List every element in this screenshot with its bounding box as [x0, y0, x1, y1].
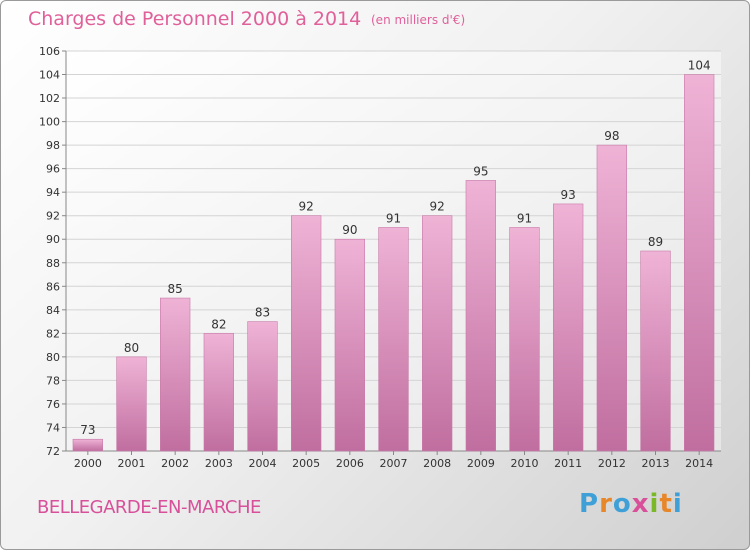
bar-2008	[422, 215, 453, 452]
y-tick-label: 100	[39, 116, 60, 129]
y-tick-label: 104	[39, 69, 60, 82]
data-label-2001: 80	[124, 341, 139, 355]
bar-2009	[465, 180, 496, 452]
data-label-2004: 83	[255, 306, 270, 320]
bar-2000	[72, 438, 103, 452]
data-label-2009: 95	[473, 164, 488, 178]
bar-2002	[160, 297, 191, 452]
y-tick-label: 98	[46, 139, 60, 152]
x-tick-label-2002: 2002	[161, 457, 189, 470]
x-tick-label-2003: 2003	[205, 457, 233, 470]
logo-letter: i	[672, 489, 683, 519]
y-tick-label: 72	[46, 445, 60, 458]
bar-2013	[640, 250, 671, 452]
x-tick-label-2004: 2004	[249, 457, 277, 470]
data-label-2008: 92	[430, 200, 445, 214]
y-tick-label: 76	[46, 398, 60, 411]
y-tick-label: 80	[46, 351, 60, 364]
x-tick-label-2008: 2008	[423, 457, 451, 470]
x-tick-label-2012: 2012	[598, 457, 626, 470]
bar-2012	[596, 144, 627, 452]
logo-letter: t	[659, 489, 673, 519]
bar-2010	[509, 227, 540, 452]
data-label-2011: 93	[561, 188, 576, 202]
y-tick-label: 78	[46, 374, 60, 387]
x-tick-label-2013: 2013	[642, 457, 670, 470]
data-label-2007: 91	[386, 211, 401, 225]
y-tick-label: 106	[39, 45, 60, 58]
commune-name: BELLEGARDE-EN-MARCHE	[37, 497, 261, 518]
data-label-2014: 104	[688, 59, 711, 73]
data-label-2010: 91	[517, 211, 532, 225]
y-tick-label: 102	[39, 92, 60, 105]
x-tick-label-2007: 2007	[380, 457, 408, 470]
bar-2005	[291, 215, 322, 452]
logo-letter: o	[612, 489, 632, 519]
bar-2003	[203, 333, 234, 452]
y-tick-label: 86	[46, 280, 60, 293]
y-tick-label: 96	[46, 163, 60, 176]
y-tick-label: 90	[46, 233, 60, 246]
data-label-2006: 90	[342, 223, 357, 237]
bar-2001	[116, 356, 147, 452]
x-tick-label-2009: 2009	[467, 457, 495, 470]
bar-2011	[553, 203, 584, 452]
x-tick-label-2010: 2010	[511, 457, 539, 470]
logo-letter: r	[599, 489, 613, 519]
chart-unit: (en milliers d'€)	[371, 13, 466, 27]
x-tick-label-2014: 2014	[685, 457, 713, 470]
y-tick-label: 94	[46, 186, 60, 199]
data-label-2012: 98	[604, 129, 619, 143]
y-tick-label: 82	[46, 327, 60, 340]
x-tick-label-2000: 2000	[74, 457, 102, 470]
y-tick-label: 88	[46, 257, 60, 270]
bar-2014	[684, 74, 715, 452]
x-tick-label-2005: 2005	[292, 457, 320, 470]
x-tick-label-2006: 2006	[336, 457, 364, 470]
bar-2006	[334, 238, 365, 452]
bar-2007	[378, 227, 409, 452]
data-label-2000: 73	[80, 423, 95, 437]
data-label-2003: 82	[211, 317, 226, 331]
data-label-2013: 89	[648, 235, 663, 249]
chart-title: Charges de Personnel 2000 à 2014	[28, 8, 362, 30]
x-tick-label-2001: 2001	[118, 457, 146, 470]
x-tick-label-2011: 2011	[554, 457, 582, 470]
y-tick-label: 74	[46, 421, 60, 434]
logo-letter: i	[649, 489, 660, 519]
bar-2004	[247, 321, 278, 452]
data-label-2005: 92	[299, 200, 314, 214]
proxiti-logo: Proxiti	[579, 489, 683, 519]
logo-letter: x	[631, 489, 650, 519]
logo-letter: P	[579, 489, 600, 519]
data-label-2002: 85	[168, 282, 183, 296]
y-tick-label: 92	[46, 210, 60, 223]
y-tick-label: 84	[46, 304, 60, 317]
